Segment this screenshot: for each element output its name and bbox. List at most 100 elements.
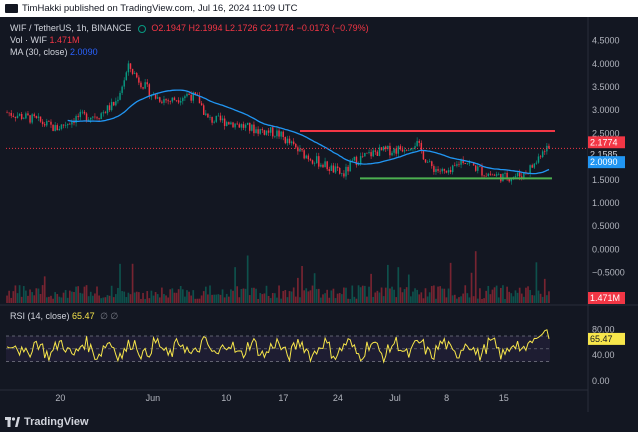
candle-body [230,122,232,125]
price-axis[interactable]: 4.5000 4.0000 3.5000 3.0000 2.5000 2.0000 1.50… [592,36,625,301]
volume-bar [282,291,285,303]
volume-bar [416,289,418,303]
candle-body [424,159,427,163]
volume-bar [204,286,207,303]
volume-bar [376,290,379,303]
candle-body [481,166,483,176]
candle-body [284,137,287,144]
candle-body [341,173,343,174]
candle-body [177,100,180,103]
volume-bar [117,287,119,303]
volume-bar [37,288,40,303]
candle-body [228,122,230,125]
candle-body [332,165,335,173]
candle-body [117,99,119,102]
price-tick-label: 4.0000 [592,59,620,69]
volume-bar [311,285,314,303]
candle-body [85,113,88,121]
candle-body [186,93,188,97]
volume-bar [152,295,155,303]
volume-bar [163,293,165,303]
volume-bar [512,296,515,303]
candle-body [305,155,307,159]
candle-body [483,175,485,177]
time-axis[interactable]: 20 Jun 10 17 24 Jul 8 15 [55,393,508,403]
candle-body [138,77,140,83]
candle-body [274,136,276,137]
candle-body [485,176,487,177]
candle-body [451,165,454,173]
volume-bar [483,298,485,303]
price-tick-label: 1.5000 [592,175,620,185]
volume-bar [248,295,251,303]
tradingview-mini-icon [5,4,18,13]
candle-body [251,124,253,131]
volume-bar [112,297,115,303]
candle-body [525,172,527,174]
volume-bar [347,298,349,303]
volume-bar [100,298,103,303]
candle-body [307,155,310,160]
candle-body [18,113,21,116]
volume-bar [546,295,548,303]
candle-body [435,169,437,172]
rsi-label[interactable]: RSI (14, close) [10,311,70,321]
volume-bar [192,290,195,303]
candle-body [441,168,443,172]
volume-bar [133,292,136,303]
volume-bar [410,296,412,303]
candle-body [445,170,448,173]
volume-bar [217,294,220,303]
volume-bar [468,297,471,303]
candle-body [297,147,299,152]
candle-body [27,113,29,116]
candle-body [171,97,174,102]
volume-bar [495,285,498,303]
volume-bar [280,298,282,303]
candle-body [343,173,345,177]
candle-body [182,98,184,102]
candle-body [548,145,550,149]
candle-body [276,130,278,137]
candle-body [395,148,397,154]
volume-bar [284,290,287,303]
volume-bar [541,296,544,303]
rsi-tick-label: 80.00 [592,325,615,335]
candle-body [25,113,27,119]
volume-bar [148,298,151,303]
volume-bar [462,293,465,303]
low-value: 2.1726 [230,23,258,33]
candle-body [374,150,377,152]
candle-body [518,172,521,177]
volume-bar [202,291,205,303]
candle-body [311,160,314,164]
candle-body [368,152,370,154]
candle-body [510,178,513,182]
ma-label[interactable]: MA (30, close) [10,47,68,57]
candle-body [380,147,383,151]
candle-body [179,101,182,103]
candle-body [408,150,410,151]
candle-body [489,173,492,175]
volume-bar [123,291,126,303]
volume-bar [77,286,80,303]
candle-body [37,116,40,118]
volume-label[interactable]: Vol · WIF [10,35,48,45]
volume-bar [493,287,496,303]
close-value: 2.1774 [266,23,295,33]
rsi-tick-label: 40.00 [592,350,615,360]
volume-bar [288,291,291,303]
time-tick-label: 24 [333,393,343,403]
volume-bar [25,290,27,303]
volume-bar [543,278,546,303]
volume-bar [89,291,92,303]
volume-bar [537,290,540,303]
volume-bar [66,297,69,303]
volume-bar [384,287,387,303]
candle-body [29,115,31,123]
candle-body [200,103,203,106]
volume-bar [504,298,506,303]
candle-body [449,170,452,173]
symbol-title[interactable]: WIF / TetherUS, 1h, BINANCE [10,23,132,33]
